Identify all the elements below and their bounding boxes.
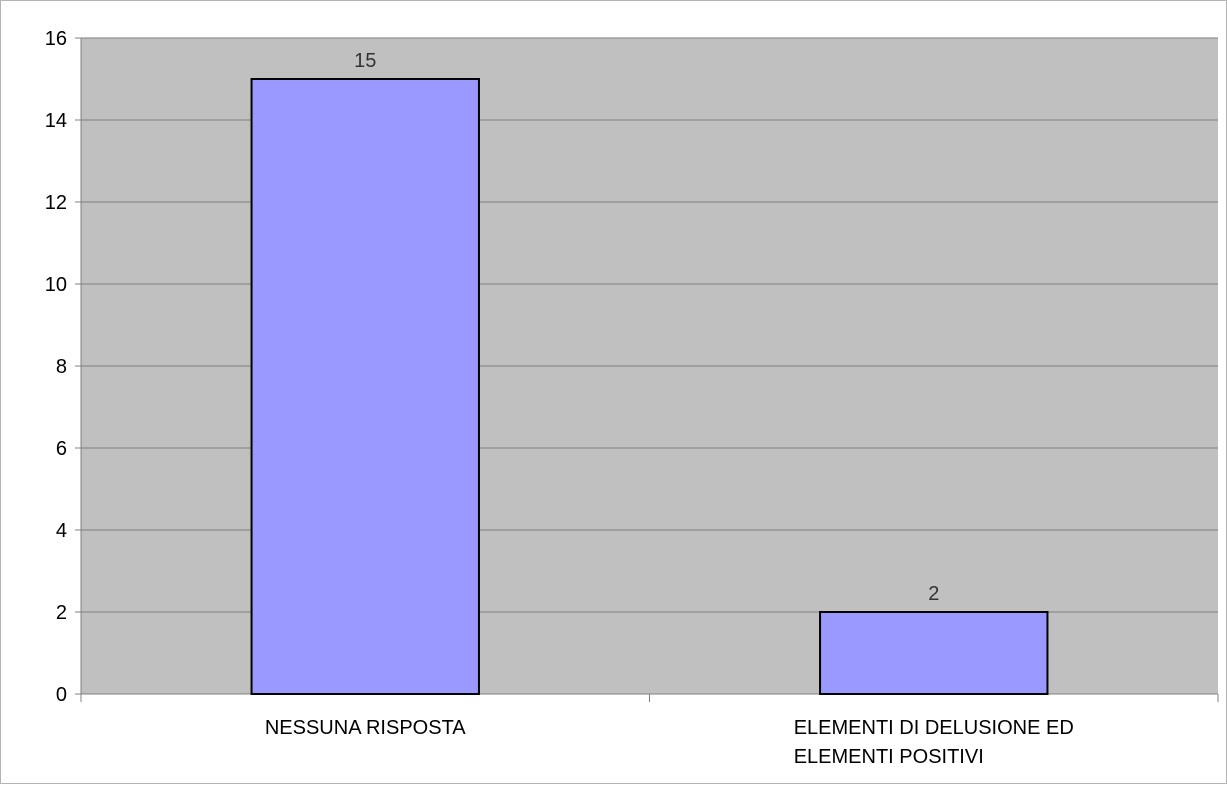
y-tick-label: 4 (56, 520, 67, 542)
x-category-label: NESSUNA RISPOSTA (265, 717, 466, 739)
bar (819, 611, 1049, 695)
data-labels: 15 2 (354, 50, 939, 605)
y-tick-label: 8 (56, 356, 67, 378)
y-tick-label: 0 (56, 684, 67, 706)
bars (250, 78, 1049, 695)
data-label: 2 (928, 583, 939, 605)
x-category-label-line: ELEMENTI DI DELUSIONE ED (794, 717, 1074, 739)
y-tick-label: 2 (56, 602, 67, 624)
y-axis: 0 2 4 6 8 10 12 14 16 (45, 28, 82, 706)
y-tick-label: 12 (45, 192, 67, 214)
y-tick-label: 14 (45, 110, 67, 132)
y-tick-label: 16 (45, 28, 67, 50)
data-label: 15 (354, 50, 376, 72)
y-tick-label: 10 (45, 274, 67, 296)
y-tick-label: 6 (56, 438, 67, 460)
x-category-label-line: ELEMENTI POSITIVI (794, 746, 984, 768)
x-axis (80, 693, 1219, 702)
category-labels: NESSUNA RISPOSTA ELEMENTI DI DELUSIONE ED… (265, 717, 1074, 768)
bar (250, 78, 480, 695)
